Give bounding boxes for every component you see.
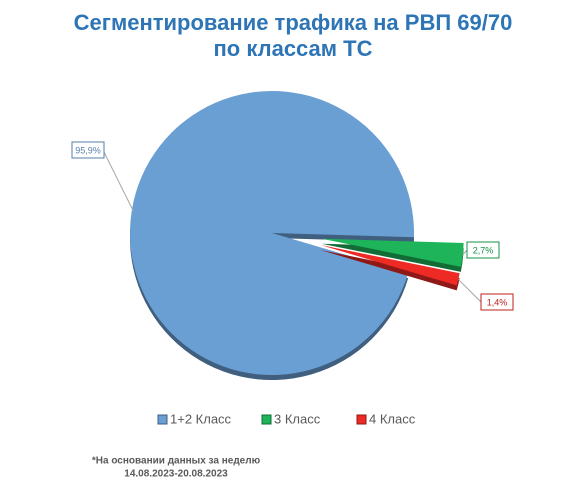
chart-title: Сегментирование трафика на РВП 69/70 [74, 10, 513, 35]
leader-line [457, 278, 482, 303]
legend-swatch [356, 414, 367, 425]
data-label: 1,4% [487, 297, 508, 307]
data-label-box [466, 241, 500, 259]
legend-swatch [157, 414, 168, 425]
data-label-box [71, 141, 105, 159]
legend-label: 3 Класс [274, 411, 321, 426]
legend-swatch [261, 414, 272, 425]
pie-slice [320, 245, 460, 286]
slice-edge [320, 250, 460, 291]
leader-line [102, 149, 134, 211]
chart-title: по классам ТС [213, 36, 372, 61]
data-label-box [480, 293, 514, 311]
footnote: 14.08.2023-20.08.2023 [124, 469, 228, 480]
data-label: 95,9% [75, 145, 101, 155]
leader-line [462, 249, 468, 256]
legend-label: 1+2 Класс [170, 411, 232, 426]
legend-label: 4 Класс [369, 411, 416, 426]
pie-slice [129, 91, 415, 376]
footnote: *На основании данных за неделю [92, 456, 261, 467]
data-label: 2,7% [473, 245, 494, 255]
pie-slice [321, 238, 464, 267]
